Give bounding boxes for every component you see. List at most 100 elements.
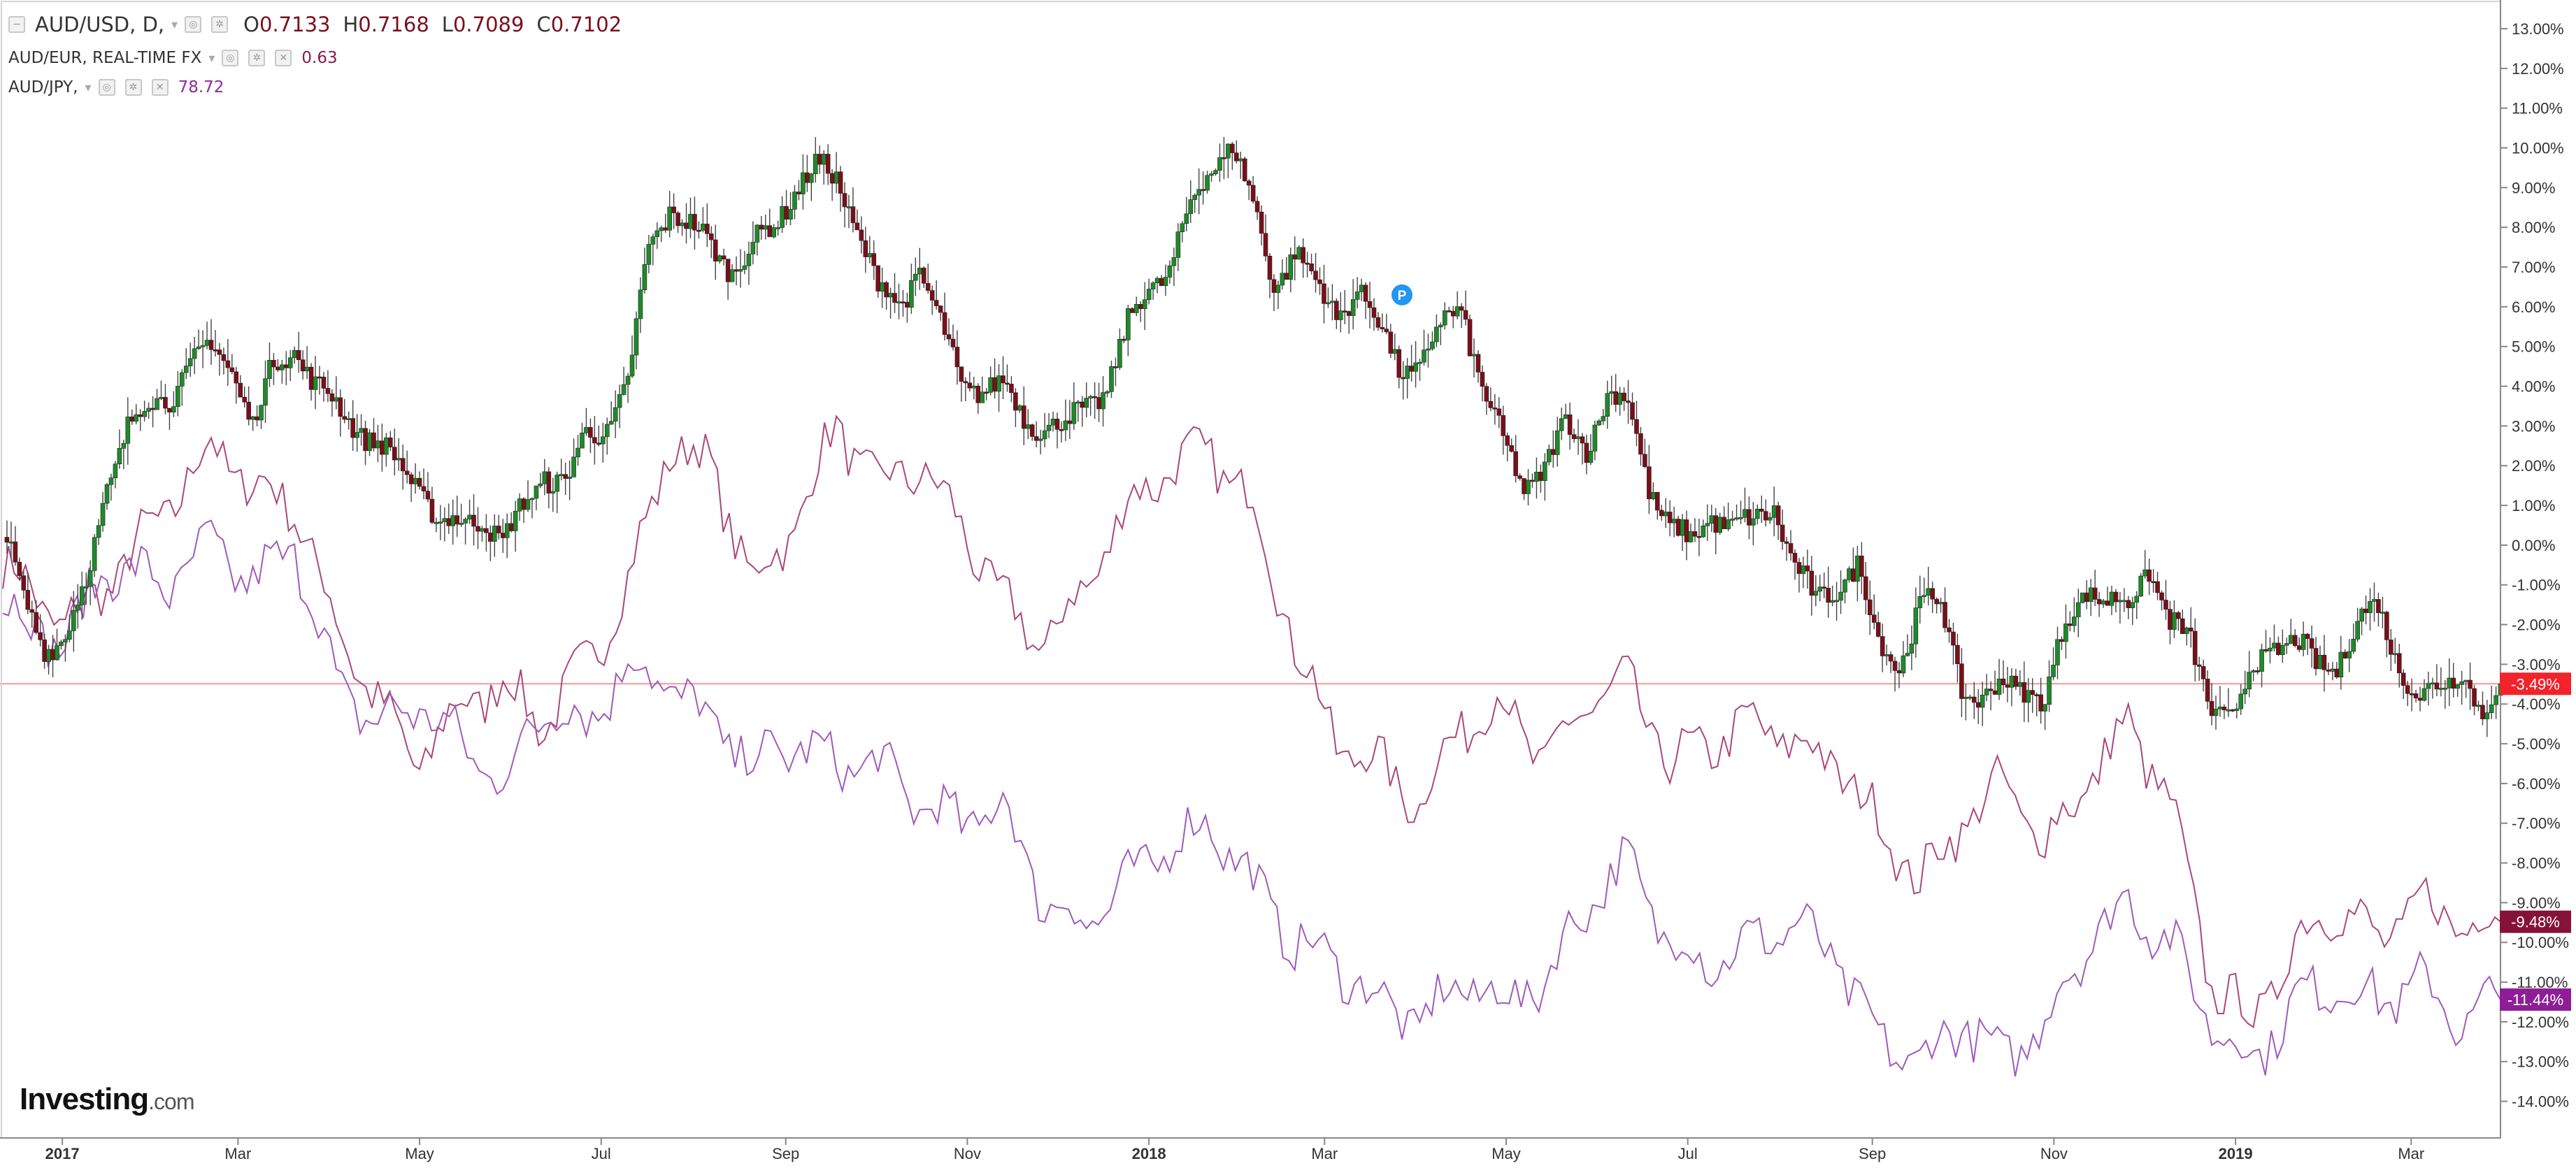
candle-body[interactable] bbox=[1701, 526, 1706, 538]
candle-body[interactable] bbox=[1617, 392, 1622, 405]
legend-aud-jpy[interactable]: AUD/JPY, ▾ ◎ ✲ ✕ 78.72 bbox=[8, 78, 224, 96]
candle-body[interactable] bbox=[1117, 338, 1122, 368]
candle-body[interactable] bbox=[38, 632, 43, 640]
candle-body[interactable] bbox=[788, 209, 793, 220]
candle-body[interactable] bbox=[92, 537, 97, 571]
candle-body[interactable] bbox=[821, 154, 827, 165]
candle-body[interactable] bbox=[2113, 591, 2119, 603]
candle-body[interactable] bbox=[2001, 678, 2006, 686]
candle-body[interactable] bbox=[1717, 517, 1722, 533]
candle-body[interactable] bbox=[1050, 419, 1056, 426]
candle-body[interactable] bbox=[221, 354, 227, 361]
candle-body[interactable] bbox=[1146, 289, 1152, 301]
candle-body[interactable] bbox=[292, 349, 297, 359]
candle-body[interactable] bbox=[342, 416, 348, 420]
candle-body[interactable] bbox=[1167, 265, 1173, 277]
candle-body[interactable] bbox=[1888, 654, 1894, 662]
candle-body[interactable] bbox=[729, 269, 735, 282]
candle-body[interactable] bbox=[129, 417, 135, 421]
candle-body[interactable] bbox=[434, 521, 439, 524]
candle-body[interactable] bbox=[304, 366, 310, 372]
candle-body[interactable] bbox=[2280, 644, 2285, 655]
candle-body[interactable] bbox=[167, 408, 172, 412]
candle-body[interactable] bbox=[67, 630, 72, 640]
candle-body[interactable] bbox=[250, 416, 255, 420]
candle-body[interactable] bbox=[2426, 683, 2431, 689]
candle-body[interactable] bbox=[933, 300, 939, 306]
candle-body[interactable] bbox=[1330, 301, 1335, 303]
candle-body[interactable] bbox=[2230, 709, 2235, 712]
candle-body[interactable] bbox=[925, 283, 931, 291]
candle-body[interactable] bbox=[1154, 277, 1160, 283]
candle-body[interactable] bbox=[159, 397, 164, 399]
candle-body[interactable] bbox=[1075, 401, 1081, 404]
candle-body[interactable] bbox=[984, 391, 989, 394]
candle-body[interactable] bbox=[2263, 649, 2268, 651]
candle-body[interactable] bbox=[2468, 679, 2473, 689]
candle-body[interactable] bbox=[2451, 677, 2456, 689]
candle-body[interactable] bbox=[163, 397, 168, 409]
candle-body[interactable] bbox=[959, 366, 964, 382]
candle-body[interactable] bbox=[1530, 480, 1535, 482]
candle-body[interactable] bbox=[1205, 175, 1210, 191]
candle-body[interactable] bbox=[805, 172, 810, 183]
candle-body[interactable] bbox=[2396, 653, 2402, 674]
candle-body[interactable] bbox=[2268, 647, 2273, 651]
candle-body[interactable] bbox=[329, 393, 335, 402]
candle-body[interactable] bbox=[2489, 704, 2494, 713]
candle-body[interactable] bbox=[408, 474, 414, 484]
candle-body[interactable] bbox=[1380, 327, 1385, 329]
candle-body[interactable] bbox=[2063, 623, 2068, 642]
candle-body[interactable] bbox=[2013, 675, 2019, 687]
candle-body[interactable] bbox=[559, 474, 564, 476]
candle-body[interactable] bbox=[100, 503, 106, 526]
candle-body[interactable] bbox=[2434, 682, 2440, 690]
candle-body[interactable] bbox=[1022, 405, 1026, 429]
candle-body[interactable] bbox=[1005, 382, 1010, 385]
candle-body[interactable] bbox=[980, 391, 985, 403]
candle-body[interactable] bbox=[179, 372, 185, 387]
candle-body[interactable] bbox=[1501, 415, 1506, 436]
candle-body[interactable] bbox=[2355, 621, 2360, 640]
candle-body[interactable] bbox=[646, 244, 652, 265]
candle-body[interactable] bbox=[2442, 687, 2448, 690]
candle-body[interactable] bbox=[2493, 695, 2498, 705]
candle-body[interactable] bbox=[1101, 392, 1105, 410]
candle-body[interactable] bbox=[183, 366, 189, 373]
candle-body[interactable] bbox=[355, 432, 359, 438]
candle-body[interactable] bbox=[1975, 702, 1981, 708]
candle-body[interactable] bbox=[1863, 576, 1868, 600]
candle-body[interactable] bbox=[2368, 601, 2373, 613]
candle-body[interactable] bbox=[1692, 531, 1698, 537]
candle-body[interactable] bbox=[2351, 639, 2356, 652]
candle-body[interactable] bbox=[2121, 600, 2127, 603]
candle-body[interactable] bbox=[1263, 233, 1268, 257]
candle-body[interactable] bbox=[1613, 391, 1618, 405]
candle-body[interactable] bbox=[2201, 666, 2206, 679]
candle-body[interactable] bbox=[2134, 596, 2140, 603]
candle-body[interactable] bbox=[2392, 653, 2398, 656]
candle-body[interactable] bbox=[2255, 670, 2260, 672]
candle-body[interactable] bbox=[1422, 349, 1426, 363]
candle-body[interactable] bbox=[1296, 247, 1301, 260]
candle-body[interactable] bbox=[1647, 466, 1652, 500]
candle-body[interactable] bbox=[1342, 310, 1347, 312]
candle-body[interactable] bbox=[1547, 449, 1552, 463]
candle-body[interactable] bbox=[1892, 661, 1898, 671]
candle-body[interactable] bbox=[867, 253, 873, 257]
candle-body[interactable] bbox=[2321, 654, 2327, 670]
candle-body[interactable] bbox=[859, 229, 864, 241]
candle-body[interactable] bbox=[2051, 665, 2056, 677]
candle-body[interactable] bbox=[1534, 472, 1539, 482]
candle-body[interactable] bbox=[1626, 401, 1631, 403]
candle-body[interactable] bbox=[2075, 602, 2081, 617]
candle-body[interactable] bbox=[554, 475, 560, 492]
candle-body[interactable] bbox=[2455, 684, 2460, 689]
candle-body[interactable] bbox=[83, 586, 89, 589]
candle-body[interactable] bbox=[1180, 223, 1185, 232]
candle-body[interactable] bbox=[850, 206, 856, 224]
candle-body[interactable] bbox=[1163, 277, 1168, 287]
candle-body[interactable] bbox=[1659, 510, 1664, 517]
candle-body[interactable] bbox=[1259, 211, 1264, 234]
candle-body[interactable] bbox=[1188, 199, 1194, 215]
